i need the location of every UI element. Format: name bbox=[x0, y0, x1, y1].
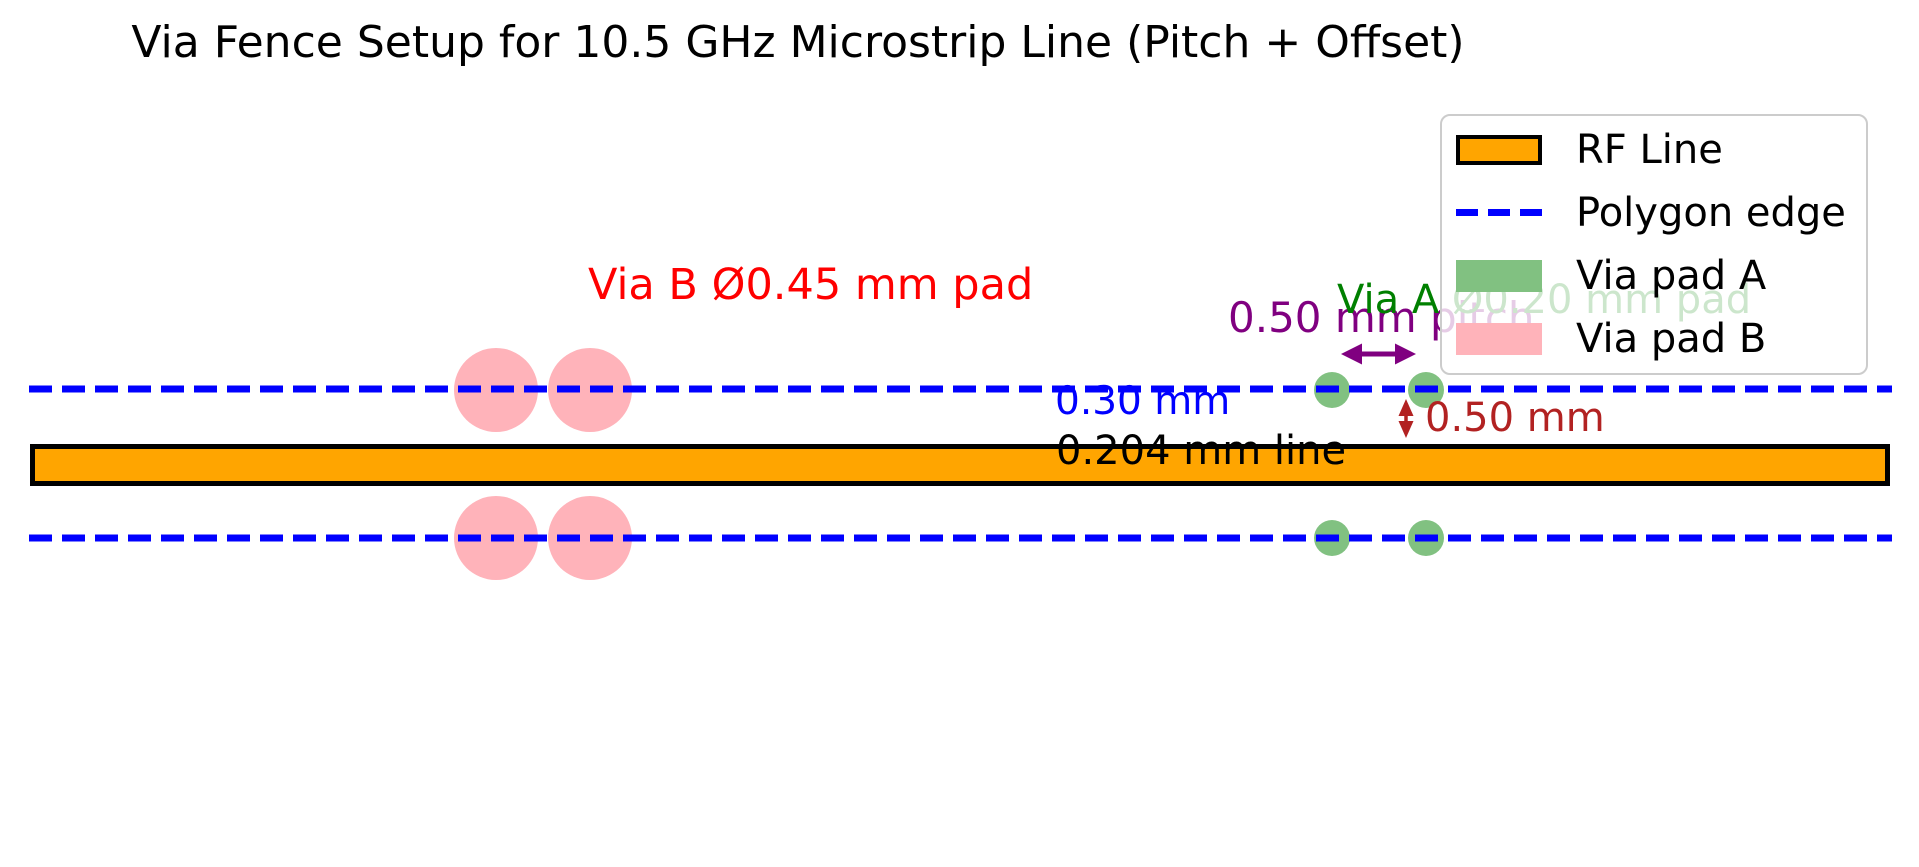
annotation-line-width: 0.204 mm line bbox=[1056, 428, 1347, 474]
legend-item-via-pad-b: Via pad B bbox=[1456, 307, 1866, 370]
rf-line-bar bbox=[30, 444, 1890, 486]
rf-line-swatch bbox=[1456, 134, 1542, 165]
legend-item-polygon-edge: Polygon edge bbox=[1456, 181, 1866, 244]
via-pad-b-swatch bbox=[1456, 322, 1542, 355]
legend-label: Via pad B bbox=[1576, 315, 1767, 362]
legend: RF Line Polygon edge Via pad A Via pad B bbox=[1440, 114, 1868, 375]
legend-item-rf-line: RF Line bbox=[1456, 118, 1866, 181]
via-pad-a-swatch bbox=[1456, 259, 1542, 292]
pitch-arrow bbox=[1341, 343, 1416, 365]
annotation-polygon-clearance: 0.30 mm bbox=[1055, 379, 1231, 424]
annotation-offset: 0.50 mm bbox=[1425, 395, 1605, 441]
annotation-via-b-pad: Via B Ø0.45 mm pad bbox=[588, 260, 1034, 310]
offset-arrow bbox=[1398, 399, 1414, 438]
legend-label: RF Line bbox=[1576, 126, 1723, 173]
polygon-edge-swatch bbox=[1456, 209, 1542, 216]
legend-label: Polygon edge bbox=[1576, 189, 1846, 236]
legend-label: Via pad A bbox=[1576, 252, 1767, 299]
legend-item-via-pad-a: Via pad A bbox=[1456, 244, 1866, 307]
chart-title: Via Fence Setup for 10.5 GHz Microstrip … bbox=[131, 17, 1465, 68]
